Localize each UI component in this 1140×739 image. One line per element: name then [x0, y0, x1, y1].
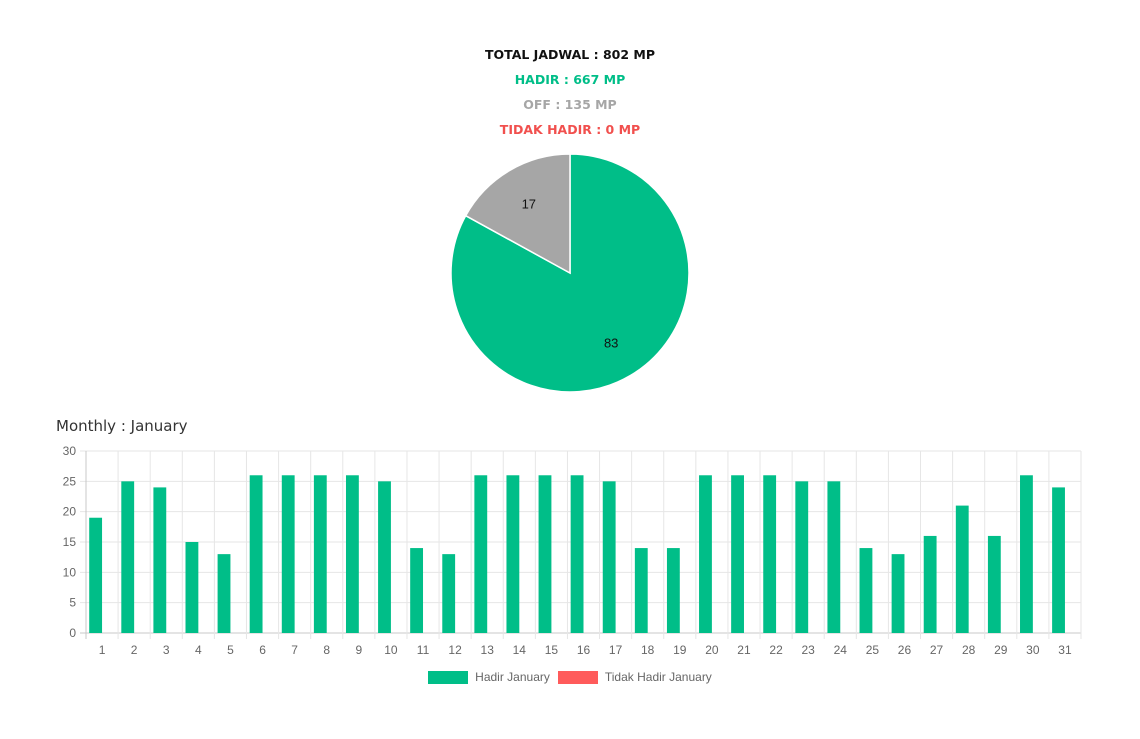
bar-hadir-20[interactable] [699, 475, 712, 633]
monthly-title: Monthly : January [56, 417, 188, 435]
bar-hadir-27[interactable] [923, 535, 937, 633]
x-tick-label: 17 [609, 643, 623, 657]
x-tick-label: 1 [99, 643, 106, 657]
legend-item-hadir[interactable]: Hadir January [428, 670, 550, 684]
x-tick-label: 18 [641, 643, 655, 657]
legend-label-tidak-hadir: Tidak Hadir January [604, 670, 712, 684]
y-tick-label: 30 [63, 444, 77, 458]
y-tick-label: 5 [69, 596, 76, 610]
x-tick-label: 6 [259, 643, 266, 657]
legend-label-hadir: Hadir January [475, 670, 550, 684]
x-tick-label: 24 [834, 643, 848, 657]
pie-data-label: 83 [604, 336, 618, 351]
bar-hadir-17[interactable] [602, 481, 616, 633]
y-tick-label: 15 [63, 535, 77, 549]
legend-swatch-hadir [428, 670, 469, 684]
x-tick-label: 3 [163, 643, 170, 657]
hadir-label: HADIR : 667 MP [514, 72, 626, 87]
summary-stats: TOTAL JADWAL : 802 MP HADIR : 667 MP OFF… [0, 42, 1140, 142]
x-tick-label: 27 [930, 643, 944, 657]
bar-hadir-15[interactable] [538, 475, 552, 633]
bar-hadir-7[interactable] [281, 475, 295, 633]
x-tick-label: 15 [545, 643, 559, 657]
bar-hadir-31[interactable] [1052, 487, 1065, 633]
pie-data-label: 17 [522, 196, 536, 211]
bar-hadir-4[interactable] [185, 542, 199, 633]
x-tick-label: 11 [417, 643, 430, 657]
legend-swatch-tidak-hadir [557, 670, 598, 684]
x-tick-label: 2 [131, 643, 138, 657]
x-tick-label: 16 [577, 643, 591, 657]
bar-hadir-30[interactable] [1020, 475, 1033, 633]
x-tick-label: 30 [1026, 643, 1040, 657]
legend-item-tidak-hadir[interactable]: Tidak Hadir January [557, 670, 712, 684]
bar-hadir-8[interactable] [313, 475, 327, 633]
x-tick-label: 8 [323, 643, 330, 657]
bar-hadir-26[interactable] [891, 554, 905, 633]
bar-hadir-22[interactable] [763, 475, 777, 633]
x-tick-label: 14 [513, 643, 527, 657]
bar-hadir-11[interactable] [410, 548, 424, 633]
x-tick-label: 4 [195, 643, 202, 657]
bar-hadir-21[interactable] [731, 475, 744, 633]
chart-legend: Hadir January Tidak Hadir January [0, 670, 1140, 684]
off-label: OFF : 135 MP [523, 97, 617, 112]
bar-hadir-23[interactable] [795, 481, 809, 633]
y-tick-label: 20 [63, 505, 77, 519]
bar-hadir-9[interactable] [345, 475, 359, 633]
x-tick-label: 29 [994, 643, 1008, 657]
bar-hadir-12[interactable] [442, 554, 456, 633]
y-tick-label: 25 [63, 474, 77, 488]
x-tick-label: 23 [801, 643, 815, 657]
bar-hadir-6[interactable] [249, 475, 263, 633]
bar-hadir-14[interactable] [506, 475, 520, 633]
x-tick-label: 21 [737, 643, 751, 657]
x-tick-label: 25 [866, 643, 880, 657]
bar-hadir-5[interactable] [217, 554, 231, 633]
bar-hadir-18[interactable] [634, 548, 648, 633]
x-tick-label: 7 [291, 643, 298, 657]
bar-hadir-29[interactable] [987, 535, 1001, 633]
x-tick-label: 28 [962, 643, 976, 657]
bar-hadir-25[interactable] [859, 548, 873, 633]
bar-hadir-16[interactable] [570, 475, 584, 633]
bar-hadir-24[interactable] [827, 481, 841, 633]
bar-hadir-13[interactable] [474, 475, 488, 633]
x-tick-label: 5 [227, 643, 234, 657]
x-tick-label: 31 [1058, 643, 1072, 657]
x-tick-label: 26 [898, 643, 912, 657]
y-tick-label: 0 [69, 626, 76, 640]
x-tick-label: 20 [705, 643, 719, 657]
bar-hadir-1[interactable] [89, 517, 103, 633]
y-tick-label: 10 [63, 565, 77, 579]
tidak-hadir-label: TIDAK HADIR : 0 MP [499, 122, 641, 137]
x-tick-label: 12 [448, 643, 462, 657]
attendance-pie-chart: 83 17 [450, 153, 690, 393]
x-tick-label: 22 [769, 643, 783, 657]
pie-slice-off[interactable] [464, 153, 571, 275]
bar-hadir-2[interactable] [121, 481, 135, 633]
x-tick-label: 13 [481, 643, 495, 657]
bar-hadir-3[interactable] [153, 487, 167, 633]
bar-hadir-19[interactable] [666, 548, 680, 633]
bar-hadir-28[interactable] [955, 505, 969, 633]
x-tick-label: 9 [355, 643, 362, 657]
x-tick-label: 19 [673, 643, 687, 657]
x-tick-label: 10 [384, 643, 398, 657]
total-jadwal-label: TOTAL JADWAL : 802 MP [484, 47, 655, 62]
bar-hadir-10[interactable] [378, 481, 391, 633]
